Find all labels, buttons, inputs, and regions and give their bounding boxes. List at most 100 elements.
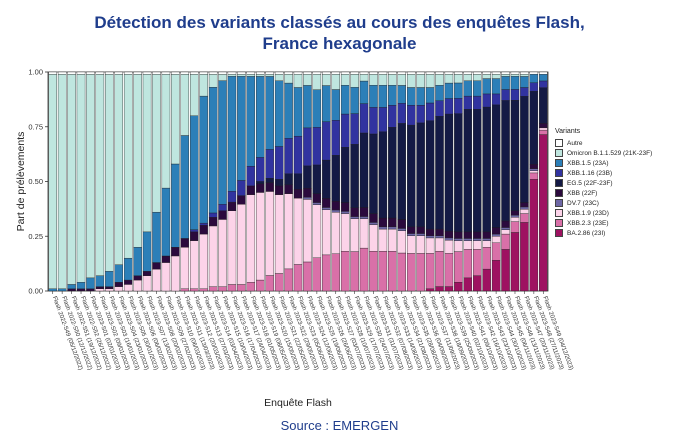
legend-swatch	[555, 159, 563, 167]
bar-segment	[274, 273, 284, 292]
bar-segment	[473, 71, 482, 75]
bar-segment	[171, 74, 180, 165]
bar-segment	[133, 279, 142, 292]
bar-segment	[284, 268, 293, 292]
bar-segment	[473, 238, 482, 241]
bar-segment	[227, 76, 237, 192]
bar-segment	[180, 71, 190, 75]
bar-segment	[510, 76, 520, 90]
legend-label: XBB.1.9 (23D)	[567, 209, 609, 217]
chart-title-line1: Détection des variants classés au cours …	[94, 13, 585, 32]
bar-segment	[454, 231, 463, 239]
bar-segment	[378, 217, 388, 228]
bar-segment	[265, 191, 274, 276]
bar-segment	[529, 91, 539, 165]
bar-segment	[123, 74, 133, 259]
bar-segment	[473, 240, 482, 250]
bar-segment	[425, 74, 435, 88]
bar-segment	[425, 120, 435, 230]
bar-segment	[105, 71, 114, 75]
bar-segment	[510, 100, 520, 211]
bar-segment	[463, 80, 473, 97]
bar-segment	[520, 208, 529, 214]
bar-segment	[189, 231, 199, 241]
bar-segment	[152, 71, 161, 75]
legend-item: DV.7 (23C)	[555, 198, 652, 208]
bar-segment	[208, 87, 218, 214]
bar-segment	[463, 249, 473, 279]
bar-segment	[435, 237, 444, 252]
bar-segment	[256, 76, 265, 158]
bar-segment	[303, 127, 312, 167]
bar-segment	[369, 133, 378, 214]
bar-segment	[378, 74, 388, 86]
bar-segment	[416, 233, 425, 236]
bar-segment	[454, 74, 463, 84]
bar-segment	[322, 159, 331, 199]
bar-segment	[463, 95, 473, 110]
legend-item: EG.5 (22F-23F)	[555, 178, 652, 188]
bar-segment	[529, 164, 539, 169]
bar-segment	[388, 226, 397, 230]
bar-segment	[189, 115, 199, 230]
bar-segment	[482, 231, 491, 239]
bar-segment	[246, 165, 256, 187]
bar-segment	[303, 85, 312, 129]
bar-segment	[444, 286, 454, 292]
bar-segment	[539, 87, 548, 124]
bar-segment	[237, 73, 246, 77]
bar-segment	[425, 237, 435, 254]
bar-segment	[123, 284, 133, 292]
bar-segment	[303, 165, 312, 189]
bar-segment	[510, 210, 520, 216]
bar-segment	[378, 131, 388, 219]
bar-segment	[57, 74, 67, 289]
bar-segment	[256, 279, 265, 292]
bar-segment	[189, 288, 199, 292]
bar-segment	[388, 71, 397, 75]
bar-segment	[189, 229, 199, 233]
bar-segment	[406, 226, 416, 234]
bar-segment	[171, 163, 180, 248]
bar-segment	[359, 80, 369, 104]
bar-segment	[425, 228, 435, 236]
bar-segment	[246, 76, 256, 167]
legend-swatch	[555, 189, 563, 197]
bar-segment	[105, 286, 114, 289]
bar-segment	[237, 71, 246, 75]
bar-segment	[539, 129, 548, 135]
bar-segment	[237, 284, 246, 292]
bar-segment	[359, 218, 369, 249]
bar-segment	[180, 247, 190, 289]
bar-segment	[218, 71, 227, 75]
bar-segment	[359, 103, 369, 134]
bar-segment	[473, 109, 482, 233]
bar-segment	[406, 105, 416, 126]
bar-segment	[161, 187, 171, 257]
bar-segment	[227, 191, 237, 203]
bar-segment	[435, 251, 444, 287]
legend-item: BA.2.86 (23I)	[555, 228, 652, 238]
bar-segment	[199, 233, 208, 289]
bar-segment	[227, 73, 237, 77]
bar-segment	[256, 71, 265, 75]
bar-segment	[67, 288, 76, 292]
legend-title: Variants	[555, 128, 581, 135]
bar-segment	[520, 74, 529, 77]
bar-segment	[350, 113, 359, 145]
bar-segment	[189, 71, 199, 75]
bar-segment	[406, 87, 416, 106]
legend-label: BA.2.86 (23I)	[567, 229, 606, 237]
legend: Variants Autre Omicron B.1.1.529 (21K-23F…	[555, 128, 652, 238]
legend-swatch	[555, 139, 563, 147]
bar-segment	[491, 104, 501, 228]
bar-segment	[482, 106, 491, 233]
y-tick-label: 0.75	[28, 122, 43, 131]
bar-segment	[388, 105, 397, 128]
bar-segment	[340, 147, 350, 203]
bar-segment	[454, 82, 463, 99]
bar-segment	[388, 228, 397, 252]
bar-segment	[180, 238, 190, 248]
bar-segment	[510, 214, 520, 218]
bar-segment	[501, 89, 510, 101]
